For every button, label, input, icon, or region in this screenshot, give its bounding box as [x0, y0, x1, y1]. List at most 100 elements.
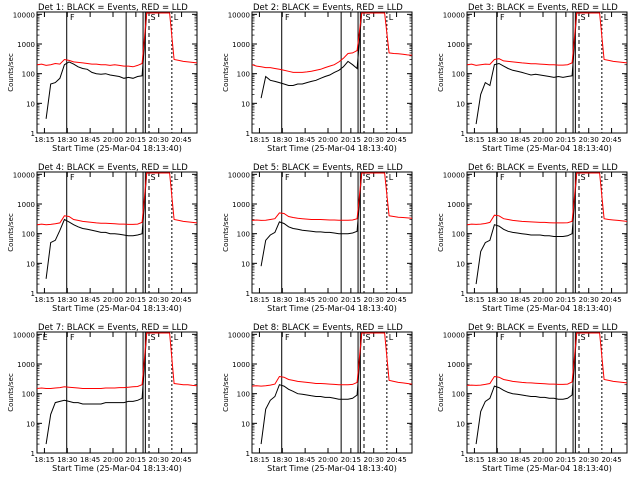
- x-tick-label: 20:30: [579, 136, 599, 144]
- x-tick-label: 20:00: [318, 456, 338, 464]
- marker-letter: L: [389, 333, 394, 342]
- series-line-lld: [251, 332, 413, 387]
- x-tick-label: 20:15: [126, 456, 146, 464]
- plot-frame: [36, 331, 198, 454]
- x-axis-label: Start Time (25-Mar-04 18:13:40): [52, 304, 182, 313]
- y-tick-label: 10: [26, 260, 35, 268]
- x-tick-label: 20:30: [579, 456, 599, 464]
- y-tick-label: 1000: [447, 201, 465, 209]
- y-tick-label: 1: [246, 450, 250, 458]
- series-line-lld: [36, 12, 198, 68]
- y-tick-label: 100: [237, 71, 250, 79]
- x-axis-label: Start Time (25-Mar-04 18:13:40): [482, 304, 612, 313]
- x-tick-label: 20:00: [533, 136, 553, 144]
- x-tick-label: 20:00: [103, 136, 123, 144]
- marker-letter: L: [604, 173, 609, 182]
- series-line-events: [475, 172, 600, 285]
- x-tick-label: 20:15: [341, 296, 361, 304]
- y-tick-label: 100: [237, 231, 250, 239]
- x-tick-label: 20:00: [103, 456, 123, 464]
- x-tick-label: 20:45: [171, 296, 191, 304]
- x-tick-label: 20:45: [386, 456, 406, 464]
- y-axis-label: Counts/sec: [437, 53, 445, 92]
- x-tick-label: 18:45: [295, 136, 315, 144]
- detector-panel-8: Det 8: BLACK = Events, RED = LLD 1 10 100 10…: [222, 323, 413, 473]
- plot-frame: [466, 171, 628, 294]
- marker-letter: F: [500, 13, 505, 22]
- x-tick-label: 20:15: [126, 296, 146, 304]
- x-axis-label: Start Time (25-Mar-04 18:13:40): [482, 144, 612, 153]
- y-tick-label: 100: [452, 391, 465, 399]
- series-line-events: [475, 332, 600, 445]
- plot-frame: [251, 11, 413, 134]
- x-tick-label: 18:30: [57, 456, 77, 464]
- series-line-events: [260, 12, 385, 99]
- x-tick-label: 20:00: [103, 296, 123, 304]
- y-tick-label: 1: [461, 130, 465, 138]
- x-tick-label: 18:15: [249, 296, 269, 304]
- y-axis-label: Counts/sec: [7, 213, 15, 252]
- y-axis-label: Counts/sec: [7, 53, 15, 92]
- x-tick-label: 18:15: [34, 136, 54, 144]
- x-axis-label: Start Time (25-Mar-04 18:13:40): [267, 144, 397, 153]
- marker-letter: F: [500, 173, 505, 182]
- y-tick-label: 1: [246, 290, 250, 298]
- series-line-events: [45, 12, 170, 119]
- y-tick-label: 10: [241, 260, 250, 268]
- x-tick-label: 18:30: [272, 456, 292, 464]
- y-tick-label: 1: [461, 450, 465, 458]
- y-tick-label: 10000: [228, 331, 250, 339]
- marker-letter: L: [174, 13, 179, 22]
- marker-letter: L: [389, 173, 394, 182]
- y-tick-label: 100: [22, 391, 35, 399]
- marker-letter: S: [580, 333, 585, 342]
- y-tick-label: 1000: [17, 201, 35, 209]
- y-tick-label: 1000: [447, 41, 465, 49]
- x-tick-label: 18:30: [487, 456, 507, 464]
- x-tick-label: 20:15: [341, 136, 361, 144]
- detector-panel-4: Det 4: BLACK = Events, RED = LLD 1 10 100 10…: [7, 163, 198, 313]
- y-tick-label: 10000: [443, 11, 465, 19]
- series-line-lld: [466, 332, 628, 386]
- y-tick-label: 10: [456, 420, 465, 428]
- x-tick-label: 18:15: [464, 136, 484, 144]
- x-tick-label: 18:45: [510, 136, 530, 144]
- y-tick-label: 1: [31, 290, 35, 298]
- x-tick-label: 18:30: [57, 296, 77, 304]
- marker-letter: E: [43, 333, 48, 342]
- plot-frame: [251, 171, 413, 294]
- series-line-lld: [251, 172, 413, 221]
- y-axis-label: Counts/sec: [7, 373, 15, 412]
- x-axis-label: Start Time (25-Mar-04 18:13:40): [267, 304, 397, 313]
- y-tick-label: 10: [241, 100, 250, 108]
- series-line-lld: [36, 172, 198, 226]
- detector-panel-3: Det 3: BLACK = Events, RED = LLD 1 10 100 10…: [437, 3, 628, 153]
- x-tick-label: 18:45: [295, 456, 315, 464]
- x-tick-label: 18:30: [487, 136, 507, 144]
- x-tick-label: 20:45: [171, 136, 191, 144]
- marker-letter: F: [70, 173, 75, 182]
- y-tick-label: 10000: [443, 331, 465, 339]
- x-tick-label: 20:30: [149, 136, 169, 144]
- y-tick-label: 10000: [13, 331, 35, 339]
- series-line-lld: [466, 12, 628, 66]
- y-tick-label: 10: [456, 260, 465, 268]
- x-tick-label: 18:15: [249, 456, 269, 464]
- y-tick-label: 100: [237, 391, 250, 399]
- marker-letter: F: [70, 333, 75, 342]
- marker-letter: S: [150, 173, 155, 182]
- y-tick-label: 1: [31, 130, 35, 138]
- marker-letter: L: [604, 13, 609, 22]
- x-tick-label: 20:45: [386, 296, 406, 304]
- x-tick-label: 18:15: [464, 296, 484, 304]
- y-tick-label: 10: [456, 100, 465, 108]
- marker-letter: L: [174, 173, 179, 182]
- x-tick-label: 18:15: [34, 456, 54, 464]
- marker-letter: S: [580, 13, 585, 22]
- marker-letter: L: [174, 333, 179, 342]
- x-axis-label: Start Time (25-Mar-04 18:13:40): [52, 464, 182, 473]
- y-tick-label: 100: [452, 71, 465, 79]
- y-tick-label: 10000: [443, 171, 465, 179]
- x-tick-label: 20:30: [364, 456, 384, 464]
